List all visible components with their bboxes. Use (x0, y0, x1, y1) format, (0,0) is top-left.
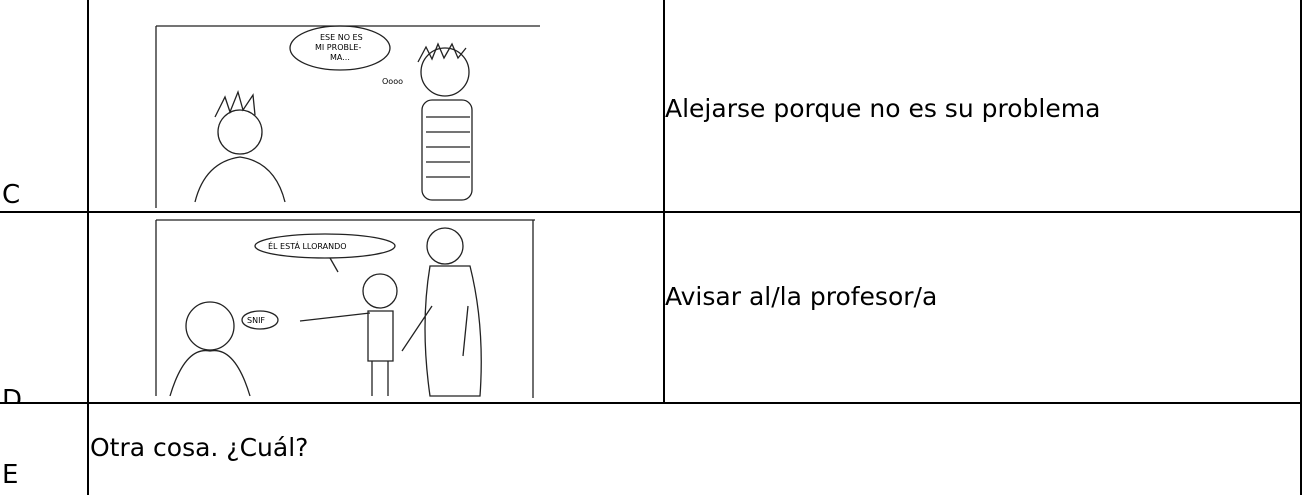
border (663, 0, 665, 404)
speech-text: ESE NO ES (320, 33, 363, 42)
row-letter: E (2, 460, 19, 490)
speech-text: ÉL ESTÁ LLORANDO (268, 240, 347, 251)
answer: Avisar al/la profesor/a (665, 282, 938, 311)
row-letter: C (2, 180, 21, 210)
border (0, 211, 1302, 213)
border (1300, 0, 1302, 495)
speech-text: MI PROBLE- (315, 43, 361, 52)
illustration: ÉL ESTÁ LLORANDO SNIF (155, 219, 535, 398)
border (0, 402, 1302, 404)
border (87, 0, 89, 495)
answer: Otra cosa. ¿Cuál? (90, 433, 309, 462)
thought-text: Oooo (382, 77, 403, 86)
illustration: ESE NO ES MI PROBLE- MA... Oooo (155, 25, 540, 208)
answer: Alejarse porque no es su problema (665, 94, 1101, 123)
sound-text: SNIF (247, 316, 265, 325)
row-letter: D (2, 385, 23, 402)
speech-text: MA... (330, 53, 350, 62)
